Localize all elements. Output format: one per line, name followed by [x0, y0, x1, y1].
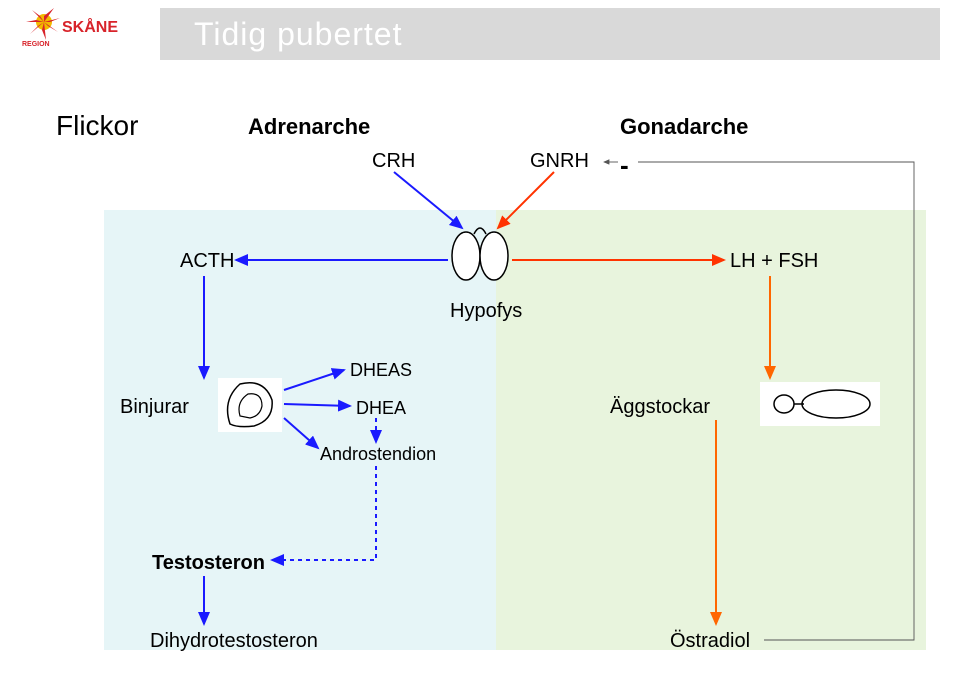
- label-hypofys: Hypofys: [450, 300, 522, 323]
- label-adrenarche: Adrenarche: [248, 114, 370, 140]
- region-skane-logo: REGION SKÅNE: [20, 2, 140, 62]
- label-acth: ACTH: [180, 250, 234, 273]
- label-dhea: DHEA: [356, 398, 406, 419]
- label-gonadarche: Gonadarche: [620, 114, 748, 140]
- label-aggstockar: Äggstockar: [610, 396, 710, 419]
- label-binjurar: Binjurar: [120, 396, 189, 419]
- gonadarche-panel: [496, 210, 926, 650]
- label-dihydrotestosteron: Dihydrotestosteron: [150, 630, 318, 653]
- label-minus: -: [620, 150, 629, 181]
- page-title: Tidig pubertet: [194, 16, 402, 53]
- adrenarche-panel: [104, 210, 496, 650]
- label-ostradiol: Östradiol: [670, 630, 750, 653]
- label-androstendion: Androstendion: [320, 444, 436, 465]
- logo-text-line1: REGION: [22, 41, 50, 48]
- label-lhfsh: LH + FSH: [730, 250, 818, 273]
- header-bar: Tidig pubertet: [160, 8, 940, 60]
- logo-text-line2: SKÅNE: [62, 17, 118, 36]
- label-flickor: Flickor: [56, 110, 138, 142]
- label-crh: CRH: [372, 150, 415, 173]
- label-testosteron: Testosteron: [152, 552, 265, 575]
- label-dheas: DHEAS: [350, 360, 412, 381]
- label-gnrh: GNRH: [530, 150, 589, 173]
